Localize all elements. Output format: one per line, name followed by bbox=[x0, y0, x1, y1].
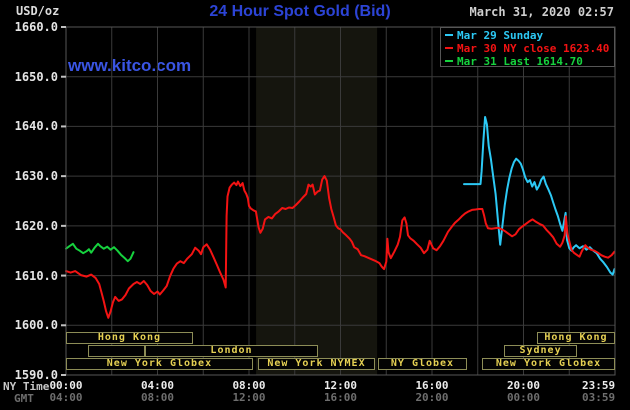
ny-time-tick-label: 00:00 bbox=[49, 379, 83, 392]
y-tick-label: 1620.0 bbox=[14, 218, 58, 233]
session-bar-ny-globex: NY Globex bbox=[378, 358, 467, 370]
legend-dash-icon bbox=[445, 59, 453, 62]
session-bar-london: London bbox=[144, 345, 319, 357]
series-line-mar-30 bbox=[65, 175, 616, 319]
legend-dash-icon bbox=[445, 46, 453, 49]
legend-item-label: Mar 30 NY close 1623.40 bbox=[457, 42, 610, 55]
session-bar-new-york-globex: New York Globex bbox=[66, 358, 253, 370]
legend-item: Mar 29 Sunday bbox=[445, 29, 614, 42]
legend-dash-icon bbox=[445, 33, 453, 36]
gmt-tick-label: 00:00 bbox=[506, 391, 541, 404]
y-tick-label: 1630.0 bbox=[14, 169, 58, 184]
ny-time-tick-label: 16:00 bbox=[415, 379, 449, 392]
ny-time-tick-label: 20:00 bbox=[506, 379, 541, 392]
y-tick-label: 1600.0 bbox=[14, 318, 58, 333]
gmt-tick-label: 16:00 bbox=[323, 391, 358, 404]
gmt-tick-label: 03:59 bbox=[582, 391, 616, 404]
gmt-axis-label: GMT bbox=[14, 392, 34, 405]
gmt-tick-label: 04:00 bbox=[49, 391, 83, 404]
legend-item: Mar 30 NY close 1623.40 bbox=[445, 42, 614, 55]
ny-time-axis-label: NY Time bbox=[3, 380, 50, 393]
y-tick-label: 1640.0 bbox=[14, 119, 58, 134]
session-bar-new-york-nymex: New York NYMEX bbox=[257, 358, 376, 370]
session-bar-hong-kong: Hong Kong bbox=[66, 332, 193, 344]
y-tick-label: 1650.0 bbox=[14, 69, 58, 84]
y-tick-label: 1610.0 bbox=[14, 268, 58, 283]
legend-item: Mar 31 Last 1614.70 bbox=[445, 55, 614, 68]
ny-time-tick-label: 12:00 bbox=[323, 379, 358, 392]
gmt-tick-label: 20:00 bbox=[415, 391, 449, 404]
kitco-watermark-link[interactable]: www.kitco.com bbox=[68, 56, 192, 75]
session-bar-hong-kong: Hong Kong bbox=[536, 332, 615, 344]
ny-time-tick-label: 23:59 bbox=[582, 379, 616, 392]
legend-item-label: Mar 31 Last 1614.70 bbox=[457, 55, 583, 68]
session-bar-sydney: Sydney bbox=[504, 345, 578, 357]
y-tick-label: 1660.0 bbox=[14, 20, 58, 34]
chart-legend: Mar 29 Sunday Mar 30 NY close 1623.40 Mar … bbox=[440, 27, 615, 68]
series-line-mar-31 bbox=[65, 242, 135, 263]
chart-title: 24 Hour Spot Gold (Bid) bbox=[209, 3, 391, 20]
y-axis-unit-label: USD/oz bbox=[16, 4, 60, 18]
y-tick-label: 1590.0 bbox=[14, 368, 58, 382]
ny-time-tick-label: 04:00 bbox=[140, 379, 175, 392]
plot-border bbox=[65, 26, 616, 376]
gmt-tick-label: 12:00 bbox=[232, 391, 266, 404]
chart-datetime: March 31, 2020 02:57 bbox=[469, 5, 615, 19]
session-bar-unlabeled bbox=[87, 345, 145, 357]
session-bar-new-york-globex: New York Globex bbox=[482, 358, 615, 370]
legend-item-label: Mar 29 Sunday bbox=[457, 29, 544, 42]
ny-time-tick-label: 08:00 bbox=[232, 379, 266, 392]
nymex-session-band bbox=[256, 27, 378, 375]
gmt-tick-label: 08:00 bbox=[140, 391, 175, 404]
